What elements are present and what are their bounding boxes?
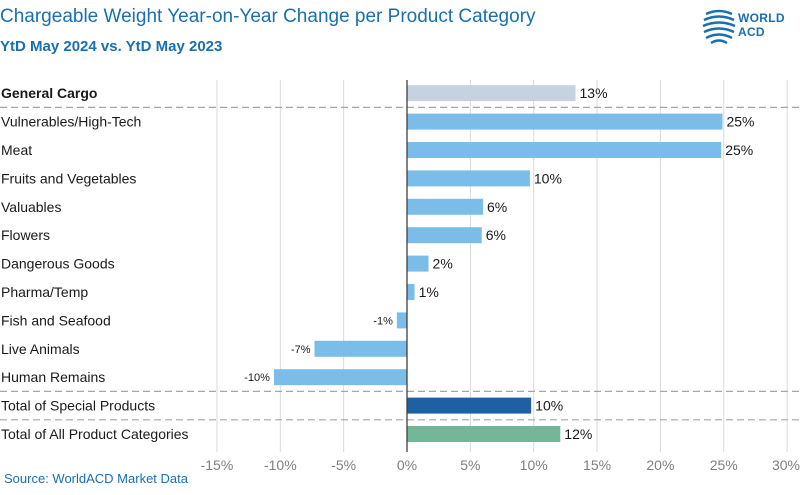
bar (407, 142, 722, 158)
source-note: Source: WorldACD Market Data (4, 471, 188, 486)
chart-title: Chargeable Weight Year-on-Year Change pe… (0, 6, 536, 27)
category-label: Flowers (1, 227, 50, 243)
category-label: Fruits and Vegetables (1, 170, 136, 186)
category-label: Live Animals (1, 341, 80, 357)
bar (407, 426, 561, 442)
x-tick-label: -5% (331, 457, 356, 473)
chart-subtitle: YtD May 2024 vs. YtD May 2023 (0, 38, 223, 55)
category-label: Total of All Product Categories (1, 426, 189, 442)
data-label: 10% (534, 170, 562, 186)
bar (407, 198, 484, 215)
bar (407, 255, 429, 272)
category-label: General Cargo (1, 85, 97, 101)
x-tick-label: 20% (646, 457, 674, 473)
bar (407, 113, 723, 130)
x-tick-label: -10% (264, 457, 297, 473)
x-tick-label: 10% (520, 457, 548, 473)
data-label: 25% (725, 142, 753, 158)
logo-text-world: WORLD (738, 11, 785, 25)
x-tick-label: 5% (460, 457, 480, 473)
category-label: Total of Special Products (1, 398, 155, 414)
bar (273, 369, 407, 386)
logo-text-acd: ACD (738, 25, 765, 39)
category-label: Pharma/Temp (1, 284, 88, 300)
data-label: 1% (419, 284, 439, 300)
x-tick-label: 15% (583, 457, 611, 473)
data-label: 10% (535, 398, 563, 414)
bar (407, 397, 532, 414)
x-tick-label: 0% (397, 457, 417, 473)
category-label: Vulnerables/High-Tech (1, 114, 141, 130)
data-label: 12% (564, 426, 592, 442)
data-label: -10% (244, 372, 270, 384)
bar (407, 170, 530, 187)
bar (407, 284, 415, 300)
worldacd-logo: WORLD ACD (702, 8, 800, 48)
data-label: -1% (373, 315, 393, 327)
bar (407, 227, 482, 244)
category-label: Meat (1, 142, 32, 158)
data-label: -7% (291, 344, 311, 356)
category-label: Valuables (1, 199, 61, 215)
bar (407, 85, 576, 102)
data-label: 13% (580, 85, 608, 101)
x-tick-label: -15% (201, 457, 234, 473)
category-label: Fish and Seafood (1, 312, 111, 328)
x-tick-label: 30% (772, 457, 800, 473)
data-label: 2% (433, 256, 453, 272)
bar (314, 340, 407, 357)
data-label: 25% (726, 114, 754, 130)
category-label: Dangerous Goods (1, 256, 115, 272)
category-label: Human Remains (1, 369, 105, 385)
globe-icon (702, 9, 736, 45)
x-tick-label: 25% (710, 457, 738, 473)
data-label: 6% (487, 199, 507, 215)
data-label: 6% (486, 227, 506, 243)
bar (396, 312, 407, 329)
